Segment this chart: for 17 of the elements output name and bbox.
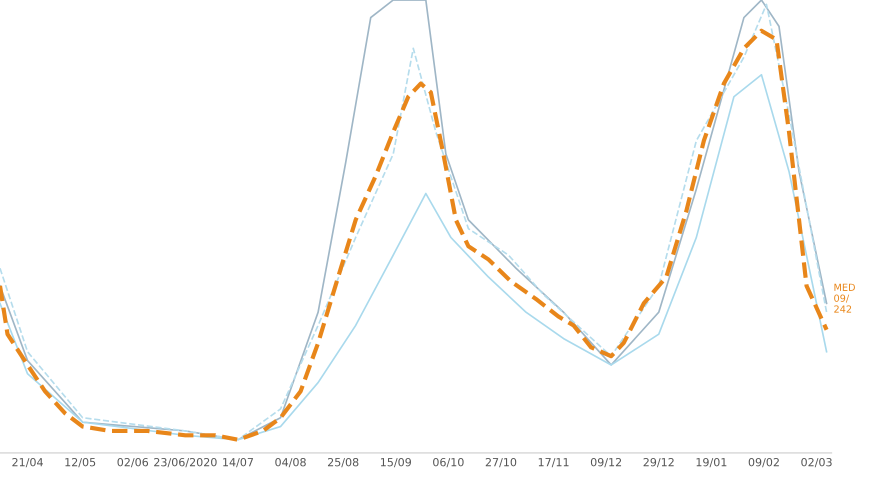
x-tick-label: 04/08 xyxy=(275,458,306,468)
x-tick-label: 02/06 xyxy=(117,458,148,468)
x-tick-label: 19/01 xyxy=(696,458,726,468)
x-tick-label: 12/05 xyxy=(65,458,96,468)
x-tick-label: 06/10 xyxy=(433,458,464,468)
x-tick-label: 09/12 xyxy=(590,458,622,468)
x-tick-label: 29/12 xyxy=(644,458,674,468)
x-tick-label: 09/02 xyxy=(748,458,779,468)
x-tick-label: 21/04 xyxy=(12,458,43,468)
x-tick-label: 14/07 xyxy=(223,458,254,468)
x-tick-label: 23/06/2020 xyxy=(154,458,217,468)
x-tick-label: 15/09 xyxy=(380,458,411,468)
x-tick-label: 25/08 xyxy=(328,458,358,468)
x-tick-label: 02/03 xyxy=(801,458,832,468)
x-tick-label: 27/10 xyxy=(486,458,516,468)
x-tick-label: 17/11 xyxy=(538,458,569,468)
annotation: MED 09/ 242 xyxy=(834,284,855,313)
